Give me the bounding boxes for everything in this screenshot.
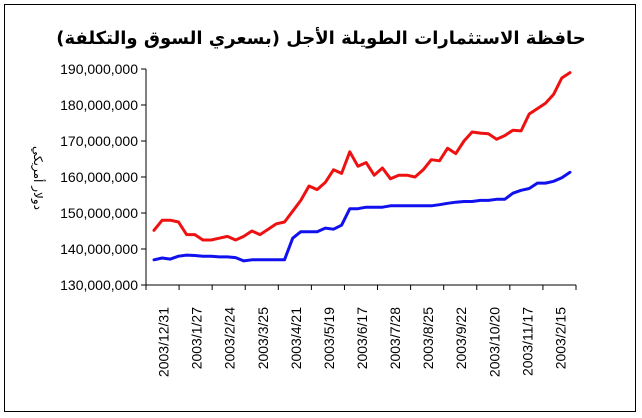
x-tick-label: 2003/6/17 <box>354 307 370 369</box>
y-tick-label: 160,000,000 <box>60 169 138 185</box>
x-tick-label: 2003/3/25 <box>255 307 271 369</box>
y-tick-label: 140,000,000 <box>60 241 138 257</box>
x-tick-label: 2003/1/27 <box>189 307 205 369</box>
x-tick-label: 2003/11/17 <box>519 307 535 376</box>
y-tick-label: 130,000,000 <box>60 277 138 293</box>
chart-frame <box>4 4 636 412</box>
y-tick-label: 190,000,000 <box>60 61 138 77</box>
x-tick-label: 2003/8/25 <box>420 307 436 369</box>
series-line-1 <box>152 71 572 242</box>
y-tick-label: 180,000,000 <box>60 97 138 113</box>
x-tick-label: 2003/2/24 <box>222 307 238 369</box>
x-tick-label: 2003/5/19 <box>321 307 337 369</box>
y-tick-label: 170,000,000 <box>60 133 138 149</box>
y-tick-label: 150,000,000 <box>60 205 138 221</box>
x-tick-label: 2003/7/28 <box>387 307 403 369</box>
x-tick-label: 2003/2/15 <box>552 307 568 369</box>
chart-title: حافظة الاستثمارات الطويلة الأجل (بسعري ا… <box>56 27 586 49</box>
series-line-2 <box>152 170 572 263</box>
x-tick-label: 2003/12/31 <box>156 307 172 377</box>
x-tick-label: 2003/4/21 <box>288 307 304 369</box>
y-axis-label: دولار أمريكي <box>30 146 46 210</box>
x-tick-label: 2003/9/22 <box>453 307 469 369</box>
x-tick-label: 2003/10/20 <box>486 307 502 377</box>
